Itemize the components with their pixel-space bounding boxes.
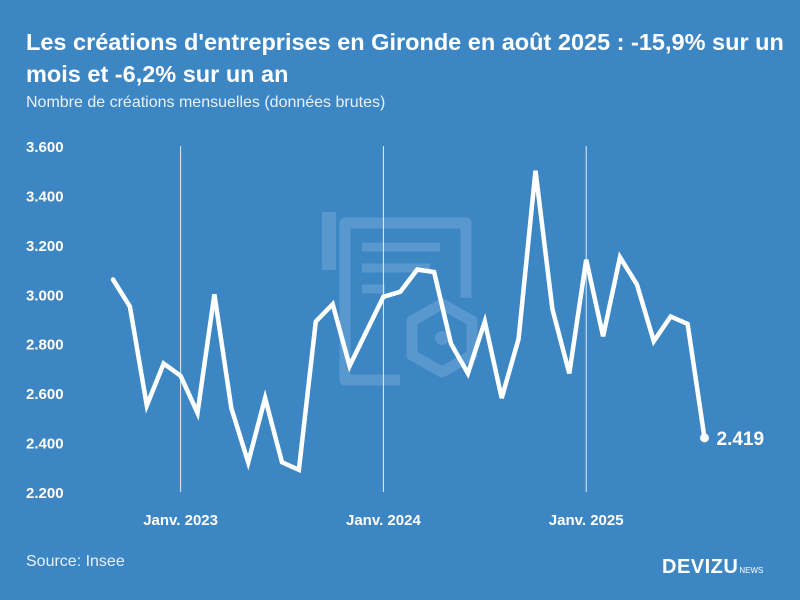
source-label: Source: Insee [26, 553, 125, 570]
y-tick-label: 3.000 [26, 287, 64, 304]
brand-sub: NEWS [739, 566, 764, 575]
brand-name: DEVIZU [662, 556, 739, 578]
x-tick-label: Janv. 2025 [549, 512, 624, 529]
y-tick-label: 2.200 [26, 485, 64, 502]
chart-title: Les créations d'entreprises en Gironde e… [26, 29, 784, 87]
y-tick-label: 2.800 [26, 337, 64, 354]
y-tick-label: 3.200 [26, 238, 64, 255]
series-line [110, 170, 707, 474]
last-point-marker [700, 433, 709, 443]
y-tick-label: 2.400 [26, 436, 64, 453]
y-tick-label: 3.600 [26, 139, 64, 156]
chart-subtitle: Nombre de créations mensuelles (données … [26, 94, 386, 111]
x-tick-label: Janv. 2023 [143, 512, 218, 529]
y-tick-label: 3.400 [26, 188, 64, 205]
watermark-document-icon [322, 212, 478, 386]
x-tick-label: Janv. 2024 [346, 512, 421, 529]
brand-logo: DEVIZUNEWS [662, 556, 763, 579]
last-value-label: 2.419 [717, 429, 765, 450]
y-tick-label: 2.600 [26, 386, 64, 403]
